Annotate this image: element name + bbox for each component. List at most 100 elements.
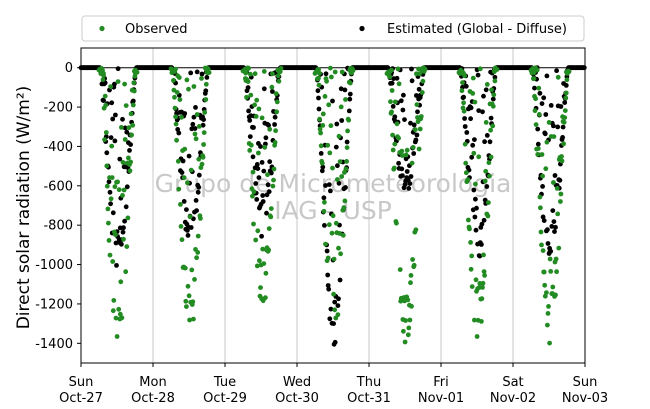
observed-point xyxy=(184,304,189,309)
observed-point xyxy=(114,334,120,339)
estimated-point xyxy=(315,88,321,94)
observed-point xyxy=(116,306,122,312)
estimated-point xyxy=(484,133,490,138)
observed-point xyxy=(419,90,425,95)
observed-point xyxy=(176,75,182,80)
observed-point xyxy=(338,104,344,110)
estimated-point xyxy=(404,169,410,174)
observed-point xyxy=(389,88,395,93)
legend-estimated-marker xyxy=(359,25,365,32)
observed-point xyxy=(324,78,329,84)
observed-point xyxy=(322,94,328,99)
observed-point xyxy=(421,65,426,71)
estimated-point xyxy=(260,199,266,204)
observed-point xyxy=(130,102,136,108)
estimated-point xyxy=(325,283,331,288)
observed-point xyxy=(275,73,281,79)
observed-point xyxy=(459,88,465,94)
estimated-point xyxy=(265,182,271,188)
observed-point xyxy=(408,273,414,278)
observed-point xyxy=(112,184,118,190)
y-tick-label: -600 xyxy=(43,179,73,194)
estimated-point xyxy=(181,199,187,204)
estimated-point xyxy=(323,71,329,77)
estimated-point xyxy=(400,107,406,113)
estimated-point xyxy=(259,160,265,165)
observed-point xyxy=(195,233,201,239)
estimated-point xyxy=(490,96,496,102)
observed-point xyxy=(131,88,137,94)
estimated-point xyxy=(110,210,116,216)
observed-point xyxy=(266,247,271,253)
observed-point xyxy=(104,183,110,189)
estimated-point xyxy=(560,124,566,130)
observed-point xyxy=(177,97,183,102)
estimated-point xyxy=(247,118,253,123)
estimated-point xyxy=(400,173,405,179)
observed-point xyxy=(548,269,554,274)
observed-point xyxy=(545,311,551,316)
observed-point xyxy=(265,172,270,178)
estimated-point xyxy=(266,189,272,195)
observed-point xyxy=(469,253,475,259)
observed-point xyxy=(316,75,321,81)
observed-point xyxy=(394,220,399,226)
observed-point xyxy=(125,155,131,161)
x-tick-label-date: Oct-31 xyxy=(347,391,391,406)
estimated-point xyxy=(555,124,561,130)
estimated-point xyxy=(409,78,415,84)
estimated-point xyxy=(106,179,112,185)
observed-point xyxy=(461,100,466,106)
observed-point xyxy=(533,96,538,102)
estimated-point xyxy=(270,89,275,94)
observed-point xyxy=(198,216,203,221)
observed-point xyxy=(325,142,331,148)
estimated-point xyxy=(124,184,130,190)
observed-point xyxy=(344,159,349,164)
observed-point xyxy=(104,163,110,169)
observed-point xyxy=(101,73,106,78)
estimated-point xyxy=(120,116,125,122)
observed-point xyxy=(254,263,260,269)
observed-point xyxy=(490,123,496,129)
estimated-point xyxy=(272,114,278,120)
y-tick-label: -200 xyxy=(43,101,73,116)
estimated-point xyxy=(123,204,129,210)
watermark-line-1: Grupo de Micrometeorologia xyxy=(155,169,512,198)
observed-point xyxy=(262,144,268,150)
observed-point xyxy=(330,165,335,171)
estimated-point xyxy=(477,253,483,259)
observed-point xyxy=(540,248,546,254)
estimated-point xyxy=(483,87,489,93)
observed-point xyxy=(343,97,348,102)
observed-point xyxy=(482,178,488,184)
observed-point xyxy=(199,161,205,167)
estimated-point xyxy=(330,98,335,104)
observed-point xyxy=(562,115,568,120)
estimated-point xyxy=(390,104,396,109)
observed-point xyxy=(186,86,191,92)
estimated-point xyxy=(182,111,188,116)
observed-point xyxy=(550,284,556,290)
estimated-point xyxy=(121,225,126,231)
observed-point xyxy=(105,206,111,212)
estimated-point xyxy=(463,83,469,89)
estimated-point xyxy=(557,177,563,183)
series-observed xyxy=(96,65,572,346)
observed-point xyxy=(128,159,134,165)
observed-point xyxy=(337,159,343,165)
observed-point xyxy=(252,102,257,108)
observed-point xyxy=(318,143,324,149)
estimated-point xyxy=(120,229,126,235)
observed-point xyxy=(417,71,422,77)
estimated-point xyxy=(408,120,413,126)
observed-point xyxy=(258,285,263,290)
estimated-point xyxy=(554,68,559,74)
observed-point xyxy=(250,193,255,199)
observed-point xyxy=(107,252,113,258)
observed-point xyxy=(185,180,190,186)
estimated-point xyxy=(541,218,547,224)
observed-point xyxy=(333,220,339,226)
observed-point xyxy=(120,160,126,165)
observed-point xyxy=(192,131,198,137)
